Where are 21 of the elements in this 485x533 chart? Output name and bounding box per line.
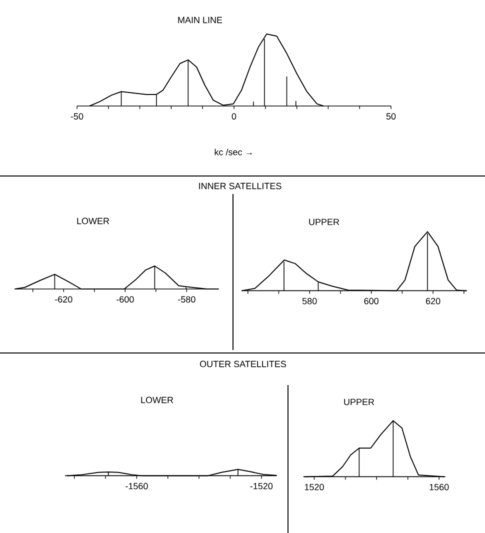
chart-subtitle: LOWER bbox=[77, 218, 110, 224]
x-tick-label: 620 bbox=[426, 298, 440, 304]
x-tick-label: -620 bbox=[55, 296, 72, 303]
x-tick-label: -1520 bbox=[250, 482, 273, 490]
chart-title: OUTER SATELLITES bbox=[200, 360, 286, 368]
x-tick-label: 0 bbox=[232, 113, 236, 120]
x-tick-label: -600 bbox=[116, 296, 134, 303]
x-tick-label: 600 bbox=[364, 298, 378, 304]
text: INNER SATELLITES bbox=[199, 182, 282, 190]
x-tick-label: 1560 bbox=[430, 484, 449, 490]
x-tick-label: -50 bbox=[70, 113, 84, 120]
chart-subtitle: UPPER bbox=[309, 218, 340, 226]
x-tick-label: -580 bbox=[178, 296, 196, 303]
x-tick-label: 1520 bbox=[304, 484, 324, 490]
x-axis-title: kc /sec → bbox=[214, 148, 252, 156]
chart-subtitle: UPPER bbox=[344, 398, 374, 406]
chart-title: MAIN LINE bbox=[178, 16, 222, 24]
x-tick-label: -1560 bbox=[126, 482, 148, 490]
chart-subtitle: LOWER bbox=[141, 396, 174, 404]
x-tick-label: 50 bbox=[386, 113, 396, 120]
x-tick-label: 580 bbox=[302, 298, 317, 304]
